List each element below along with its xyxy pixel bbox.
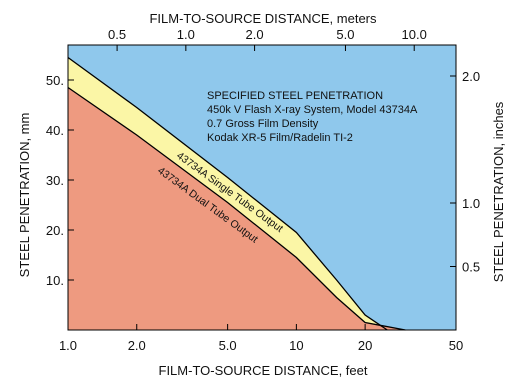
y-axis-left-title: STEEL PENETRATION, mm (17, 113, 32, 278)
region-below-dual-tube (68, 87, 406, 330)
x-axis-top-ticks: 0.5 1.0 2.0 5.0 10.0 (108, 27, 427, 51)
x-tick-label: 1.0 (59, 338, 77, 353)
y-right-tick-label: 1.0 (462, 196, 480, 211)
x-tick-label: 2.0 (128, 338, 146, 353)
x-tick-label: 50 (449, 338, 463, 353)
x-tick-label: 20 (358, 338, 372, 353)
x-top-tick-label: 10.0 (402, 27, 427, 42)
x-axis-bottom-title: FILM-TO-SOURCE DISTANCE, feet (159, 363, 368, 378)
series-line-dual-tube (67, 86, 406, 331)
y-right-tick-label: 0.5 (462, 259, 480, 274)
y-axis-right-ticks: 0.5 1.0 2.0 (450, 69, 480, 274)
x-axis-top-title: FILM-TO-SOURCE DISTANCE, meters (149, 11, 377, 26)
y-tick-label: 10. (46, 273, 64, 288)
x-top-tick-label: 2.0 (246, 27, 264, 42)
annotation-line: Kodak XR-5 Film/Radelin TI-2 (207, 132, 353, 144)
x-axis-bottom-ticks: 1.0 2.0 5.0 10 20 50 (59, 324, 463, 353)
y-tick-label: 50. (46, 73, 64, 88)
y-axis-left-ticks: 10. 20. 30. 40. 50. (46, 73, 74, 288)
y-tick-label: 40. (46, 123, 64, 138)
x-top-tick-label: 1.0 (177, 27, 195, 42)
x-top-tick-label: 0.5 (108, 27, 126, 42)
plot-area (67, 44, 457, 331)
y-tick-label: 30. (46, 173, 64, 188)
x-top-tick-label: 5.0 (336, 27, 354, 42)
x-tick-label: 10 (289, 338, 303, 353)
annotation-line: SPECIFIED STEEL PENETRATION (207, 90, 383, 102)
annotation-line: 0.7 Gross Film Density (207, 118, 319, 130)
y-tick-label: 20. (46, 223, 64, 238)
plot-frame (67, 44, 457, 331)
region-above-single-tube (68, 45, 456, 330)
annotation-line: 450k V Flash X-ray System, Model 43734A (207, 104, 418, 116)
y-right-tick-label: 2.0 (462, 69, 480, 84)
annotation-block: SPECIFIED STEEL PENETRATION 450k V Flash… (207, 90, 418, 144)
x-tick-label: 5.0 (219, 338, 237, 353)
series-line-single-tube (67, 56, 388, 331)
y-axis-right-title: STEEL PENETRATION, inches (491, 101, 506, 282)
